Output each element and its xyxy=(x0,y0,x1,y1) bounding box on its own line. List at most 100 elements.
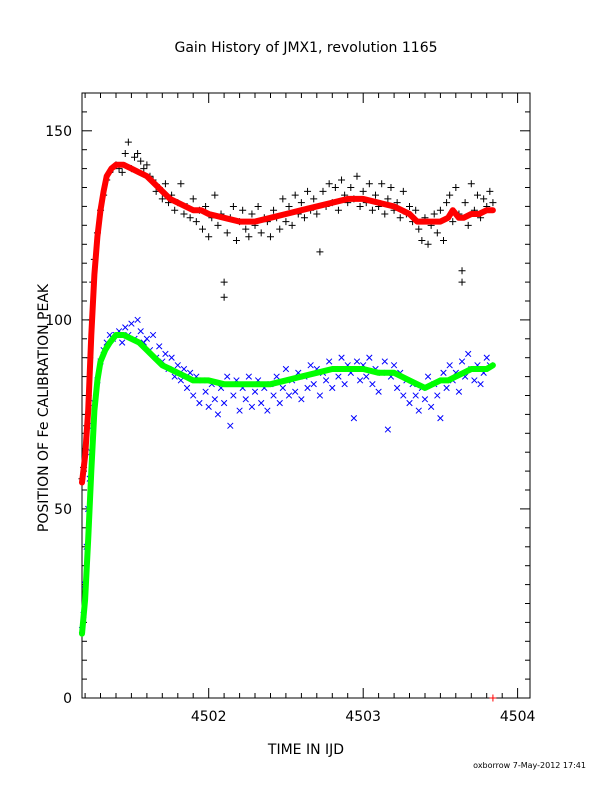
data-point xyxy=(304,384,311,392)
data-point xyxy=(158,195,166,203)
y-tick-label: 0 xyxy=(63,691,72,707)
data-point xyxy=(257,229,265,237)
data-point xyxy=(353,358,361,365)
x-tick-label: 4503 xyxy=(345,709,381,725)
data-point xyxy=(202,388,209,395)
data-point xyxy=(433,229,441,237)
data-point xyxy=(322,377,330,384)
data-point xyxy=(325,180,333,188)
data-point xyxy=(279,384,286,392)
series-3 xyxy=(79,332,496,637)
data-point xyxy=(418,236,426,244)
data-point xyxy=(437,415,444,422)
x-axis-label: TIME IN IJD xyxy=(267,742,344,758)
data-point xyxy=(439,236,447,244)
data-point xyxy=(350,415,358,422)
data-point xyxy=(128,320,135,327)
data-point xyxy=(334,206,342,214)
data-point xyxy=(483,354,490,361)
data-point xyxy=(149,331,157,339)
data-point xyxy=(183,384,191,392)
data-point xyxy=(264,407,271,414)
data-point xyxy=(122,324,129,331)
data-point xyxy=(412,206,420,214)
data-point xyxy=(310,381,317,388)
data-point xyxy=(121,150,129,157)
data-point xyxy=(285,202,293,210)
data-point xyxy=(220,399,228,407)
data-point xyxy=(300,214,308,222)
data-point xyxy=(245,233,253,241)
data-point xyxy=(180,365,188,373)
data-point xyxy=(137,157,145,165)
data-point xyxy=(375,388,382,395)
data-point xyxy=(384,195,392,203)
data-point xyxy=(205,233,213,241)
data-point xyxy=(248,403,256,410)
data-point xyxy=(156,343,163,350)
data-point xyxy=(316,392,324,399)
data-point xyxy=(356,377,364,384)
data-point xyxy=(430,210,438,218)
data-point xyxy=(471,377,478,384)
data-point xyxy=(449,218,457,226)
data-point xyxy=(131,153,139,161)
data-point xyxy=(384,426,392,433)
data-point xyxy=(168,354,175,361)
data-point xyxy=(359,187,367,195)
data-point xyxy=(331,184,339,192)
data-point xyxy=(446,191,454,199)
series-1 xyxy=(78,316,493,634)
data-point xyxy=(118,168,126,176)
axis-tick-labels: 4502 4503 4504 0 50 100 150 xyxy=(45,124,535,725)
data-point xyxy=(464,221,472,229)
data-point xyxy=(282,218,290,226)
data-point xyxy=(211,191,219,199)
data-point xyxy=(292,388,299,395)
data-point xyxy=(443,199,451,207)
data-series xyxy=(78,138,497,702)
data-point xyxy=(368,206,376,214)
series-0 xyxy=(78,138,497,483)
data-point xyxy=(224,373,231,380)
x-tick-label: 4502 xyxy=(191,709,227,725)
data-point xyxy=(232,236,240,244)
series-2 xyxy=(79,161,496,486)
data-point xyxy=(319,187,327,195)
data-point xyxy=(266,233,274,241)
data-point xyxy=(316,248,324,256)
data-point xyxy=(489,694,497,702)
data-point xyxy=(291,191,299,199)
data-point xyxy=(406,399,413,407)
data-point xyxy=(251,388,259,395)
chart-title: Gain History of JMX1, revolution 1165 xyxy=(174,40,437,56)
data-point xyxy=(279,195,287,203)
data-point xyxy=(313,210,321,218)
data-point xyxy=(356,202,364,210)
data-point xyxy=(415,225,423,233)
data-point xyxy=(297,199,305,207)
data-point xyxy=(276,399,283,407)
data-point xyxy=(202,202,210,210)
data-point xyxy=(307,362,314,369)
data-point xyxy=(254,202,262,210)
data-point xyxy=(369,381,376,388)
data-point xyxy=(161,180,169,188)
data-point xyxy=(396,214,404,222)
data-point xyxy=(258,399,265,407)
data-point xyxy=(353,172,361,180)
data-point xyxy=(162,350,169,358)
data-point xyxy=(273,373,280,380)
data-point xyxy=(310,195,318,203)
data-point xyxy=(443,384,450,392)
data-point xyxy=(486,187,494,195)
data-point xyxy=(196,399,203,407)
data-point xyxy=(458,278,466,286)
data-point xyxy=(223,229,231,237)
data-point xyxy=(399,187,407,195)
data-point xyxy=(180,210,188,218)
data-point xyxy=(424,373,432,380)
data-point xyxy=(440,369,447,376)
